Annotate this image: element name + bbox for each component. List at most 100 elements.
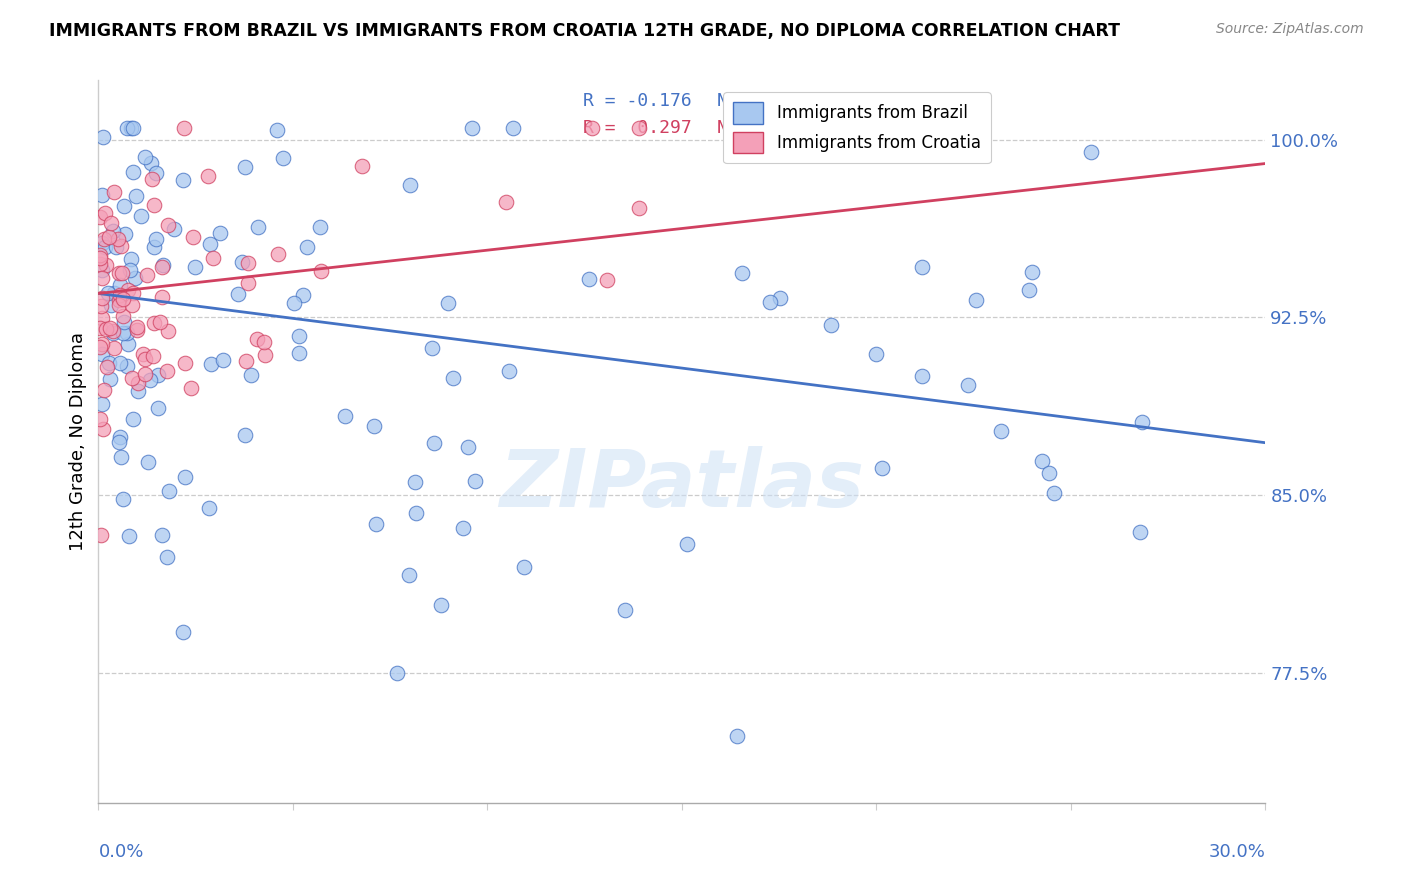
Point [246,332,269,346]
Point [105,240,128,254]
Point [150,528,173,542]
Text: R =  0.297: R = 0.297 [582,119,692,137]
Point [865,347,887,361]
Point [118,263,141,277]
Point [183,230,205,244]
Point [134,150,156,164]
Point [103,285,125,300]
Point [613,603,636,617]
Text: ZIPatlas: ZIPatlas [499,446,865,524]
Point [90,528,112,542]
Point [90,311,112,326]
Point [202,251,225,265]
Point [108,430,131,444]
Point [108,293,131,307]
Point [430,598,453,612]
Point [212,353,235,368]
Point [596,273,619,287]
Point [89,340,111,354]
Point [110,239,132,253]
Point [291,287,314,301]
Point [111,309,134,323]
Point [122,165,145,179]
Point [363,419,385,434]
Point [107,266,129,280]
Point [107,435,129,450]
Point [141,171,163,186]
Point [124,189,146,203]
Point [120,120,142,135]
Point [759,295,782,310]
Point [253,348,276,362]
Point [457,440,479,454]
Point [420,341,443,355]
Point [115,120,138,135]
Point [124,270,146,285]
Point [156,324,179,338]
Point [108,277,131,292]
Point [121,371,143,385]
Point [110,266,132,280]
Point [146,401,169,416]
Point [385,665,408,680]
Point [142,349,165,363]
Point [91,291,114,305]
Point [198,500,221,515]
Point [91,235,114,250]
Point [495,195,517,210]
Point [110,288,132,302]
Point [271,151,294,165]
Point [404,475,426,490]
Text: 0.0%: 0.0% [98,843,143,861]
Point [350,159,373,173]
Point [108,356,131,370]
Point [200,237,222,252]
Point [93,383,115,397]
Point [769,291,792,305]
Point [143,198,166,212]
Point [1043,486,1066,500]
Point [208,226,231,240]
Point [94,322,117,336]
Point [108,298,131,312]
Point [98,321,121,335]
Point [231,254,253,268]
Point [911,260,934,274]
Point [139,374,162,388]
Point [150,290,173,304]
Point [91,397,114,411]
Point [1031,454,1053,468]
Y-axis label: 12th Grade, No Diploma: 12th Grade, No Diploma [69,332,87,551]
Point [180,381,202,395]
Point [98,356,121,370]
Text: N = 120: N = 120 [717,92,793,110]
Point [112,315,135,329]
Point [127,323,149,337]
Point [172,173,194,187]
Point [267,247,290,261]
Point [157,483,180,498]
Point [627,120,650,135]
Point [283,296,305,310]
Point [145,166,167,180]
Point [94,258,117,272]
Text: IMMIGRANTS FROM BRAZIL VS IMMIGRANTS FROM CROATIA 12TH GRADE, NO DIPLOMA CORRELA: IMMIGRANTS FROM BRAZIL VS IMMIGRANTS FRO… [49,22,1121,40]
Point [398,567,420,582]
Point [112,492,135,507]
Point [156,218,179,232]
Point [228,287,250,301]
Point [1129,524,1152,539]
Point [453,521,475,535]
Point [173,120,195,135]
Point [148,315,170,329]
Point [990,425,1012,439]
Point [405,506,427,520]
Point [101,324,124,338]
Point [1018,283,1040,297]
Point [725,730,748,744]
Point [1080,145,1102,159]
Point [246,220,269,235]
Point [309,219,332,234]
Point [200,357,222,371]
Point [91,263,114,277]
